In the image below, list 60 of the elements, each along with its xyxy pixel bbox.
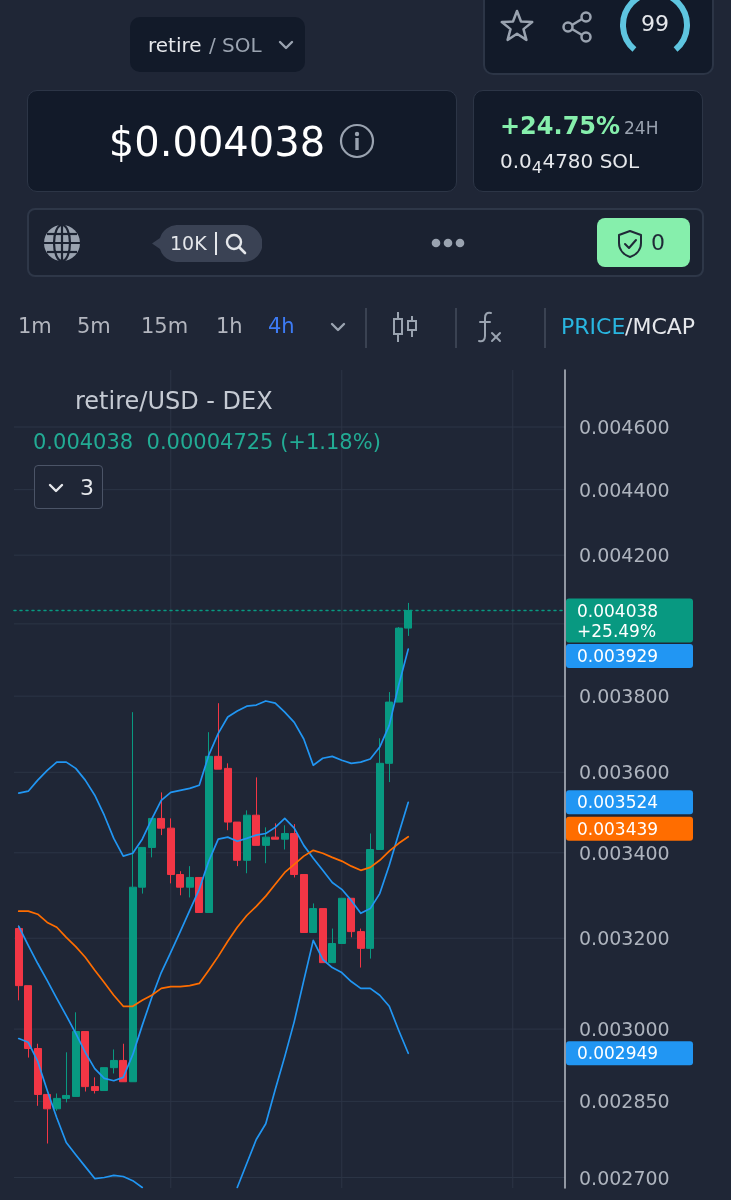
text: +24.75% <box>500 111 621 140</box>
candlestick <box>290 823 298 878</box>
y-tick-label: 0.002850 <box>579 1090 670 1113</box>
text: 24H <box>624 117 659 138</box>
text: 0.002949 <box>577 1043 659 1064</box>
candlestick <box>271 822 279 840</box>
candlestick <box>110 1048 118 1074</box>
candlestick <box>186 865 194 898</box>
candlestick <box>252 776 260 846</box>
text: PRICE <box>561 313 626 340</box>
annotation: 3 <box>80 474 94 501</box>
text: 4h <box>268 314 295 339</box>
candlestick <box>309 902 317 933</box>
text: retire/USD - DEX <box>75 387 273 415</box>
y-tick-label: 0.002700 <box>579 1166 670 1189</box>
y-tick-label: 0.004400 <box>579 478 670 501</box>
line-series <box>17 801 410 1082</box>
candlestick <box>81 1030 89 1093</box>
text: 0.003524 <box>577 792 659 813</box>
y-tick-label: 0.003600 <box>579 761 670 784</box>
y-tick-label: 0.003200 <box>579 927 670 950</box>
candlestick <box>91 1076 99 1094</box>
text: 5m <box>77 314 111 339</box>
y-tick-label: 0.004600 <box>579 416 670 439</box>
line-series <box>17 835 410 1008</box>
text: 0.0$_{4}$4780 SOL <box>500 149 640 178</box>
candlestick <box>366 832 374 960</box>
candlestick <box>148 817 156 858</box>
candlestick <box>357 928 365 969</box>
ref-line-label: 0.004038 +25.49% <box>577 600 659 641</box>
candlestick <box>214 702 222 770</box>
text: 0.003439 <box>577 818 659 839</box>
text: 1m <box>18 314 52 339</box>
y-tick-label: 0.003800 <box>579 685 670 708</box>
text: 0.004038 0.00004725 (+1.18%) <box>33 429 381 454</box>
text: 0 <box>651 229 665 256</box>
text: 99 <box>641 10 669 37</box>
candlestick <box>72 1011 80 1097</box>
candlestick <box>328 928 336 964</box>
candlestick <box>157 791 165 836</box>
y-tick-label: 0.003400 <box>579 841 670 864</box>
text: 1h <box>216 314 243 339</box>
y-tick-label: 0.004200 <box>579 544 670 567</box>
text: 15m <box>141 314 189 339</box>
text: $0.004038 <box>108 119 326 165</box>
text: 0.003929 <box>577 646 659 667</box>
candlestick <box>338 897 346 944</box>
text: / SOL <box>209 33 262 57</box>
candlestick <box>347 897 355 938</box>
candlestick <box>205 731 213 913</box>
candlestick <box>319 908 327 964</box>
candlestick <box>281 824 289 850</box>
candlestick <box>300 874 308 933</box>
text: retire <box>148 33 202 57</box>
text: /MCAP <box>625 313 696 340</box>
y-tick-label: 0.003000 <box>579 1018 670 1041</box>
candlestick <box>262 826 270 864</box>
text: 10K <box>170 231 207 254</box>
line-series <box>17 648 410 857</box>
candlestick <box>243 809 251 874</box>
